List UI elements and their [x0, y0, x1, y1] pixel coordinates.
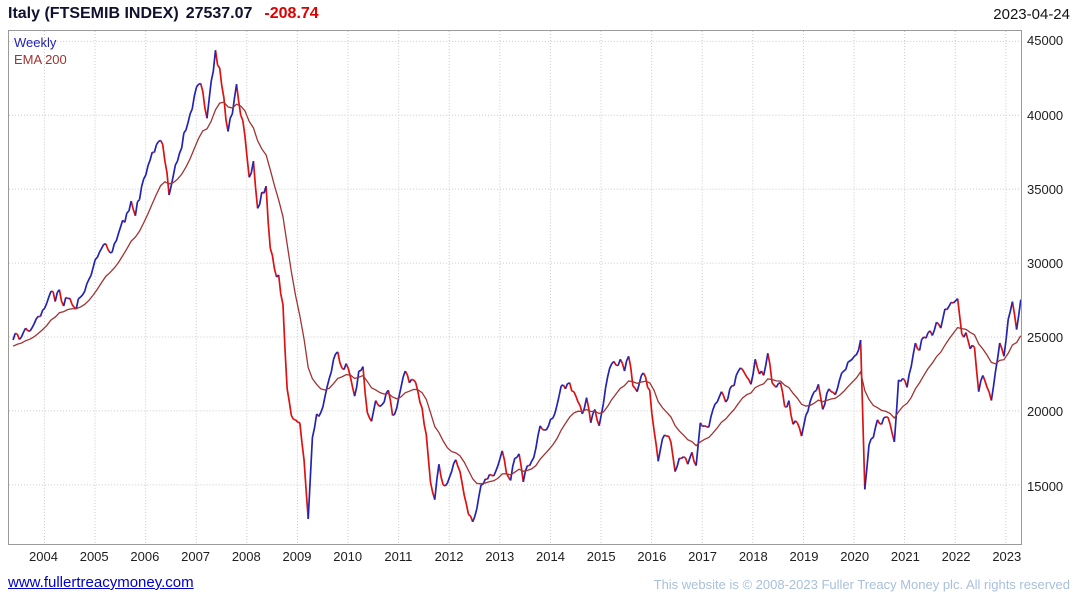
y-axis-label: 35000	[1027, 181, 1064, 197]
website-link[interactable]: www.fullertreacymoney.com	[8, 574, 194, 591]
chart-date: 2023-04-24	[993, 6, 1070, 23]
x-axis-label: 2007	[181, 549, 211, 564]
x-axis-label: 2023	[992, 549, 1022, 564]
x-axis-label: 2015	[586, 549, 616, 564]
price-change: -208.74	[264, 5, 319, 22]
copyright-text: This website is © 2008-2023 Fuller Treac…	[653, 577, 1070, 592]
chart-title: Italy (FTSEMIB INDEX)	[8, 5, 179, 22]
x-axis-label: 2006	[130, 549, 160, 564]
chart-legend: Weekly EMA 200	[14, 34, 67, 68]
x-axis-label: 2020	[840, 549, 870, 564]
last-price: 27537.07	[185, 5, 253, 22]
x-axis-label: 2009	[282, 549, 312, 564]
legend-weekly: Weekly	[14, 35, 57, 50]
x-axis-label: 2011	[384, 549, 413, 564]
x-axis-label: 2016	[637, 549, 667, 564]
x-axis-label: 2013	[485, 549, 515, 564]
y-axis-label: 25000	[1027, 330, 1064, 346]
x-axis-label: 2008	[231, 549, 261, 564]
x-axis-label: 2010	[333, 549, 363, 564]
y-axis-label: 45000	[1027, 33, 1064, 49]
x-axis-label: 2014	[536, 549, 565, 564]
x-axis-label: 2018	[738, 549, 768, 564]
x-axis-label: 2005	[79, 549, 109, 564]
x-axis-label: 2004	[29, 549, 58, 564]
x-axis-label: 2022	[941, 549, 971, 564]
y-axis-label: 30000	[1027, 256, 1064, 271]
price-chart-svg	[9, 31, 1021, 544]
legend-ema: EMA 200	[14, 52, 67, 67]
plot-area: Weekly EMA 200	[8, 30, 1022, 545]
x-axis-label: 2021	[890, 549, 920, 564]
y-axis-label: 15000	[1027, 478, 1064, 494]
x-axis-label: 2019	[789, 549, 819, 564]
y-axis-label: 20000	[1027, 404, 1064, 420]
x-axis-label: 2017	[688, 549, 718, 564]
x-axis-label: 2012	[434, 549, 464, 564]
y-axis-label: 40000	[1027, 107, 1064, 123]
chart-header: Italy (FTSEMIB INDEX) 27537.07 -208.74	[8, 5, 319, 23]
